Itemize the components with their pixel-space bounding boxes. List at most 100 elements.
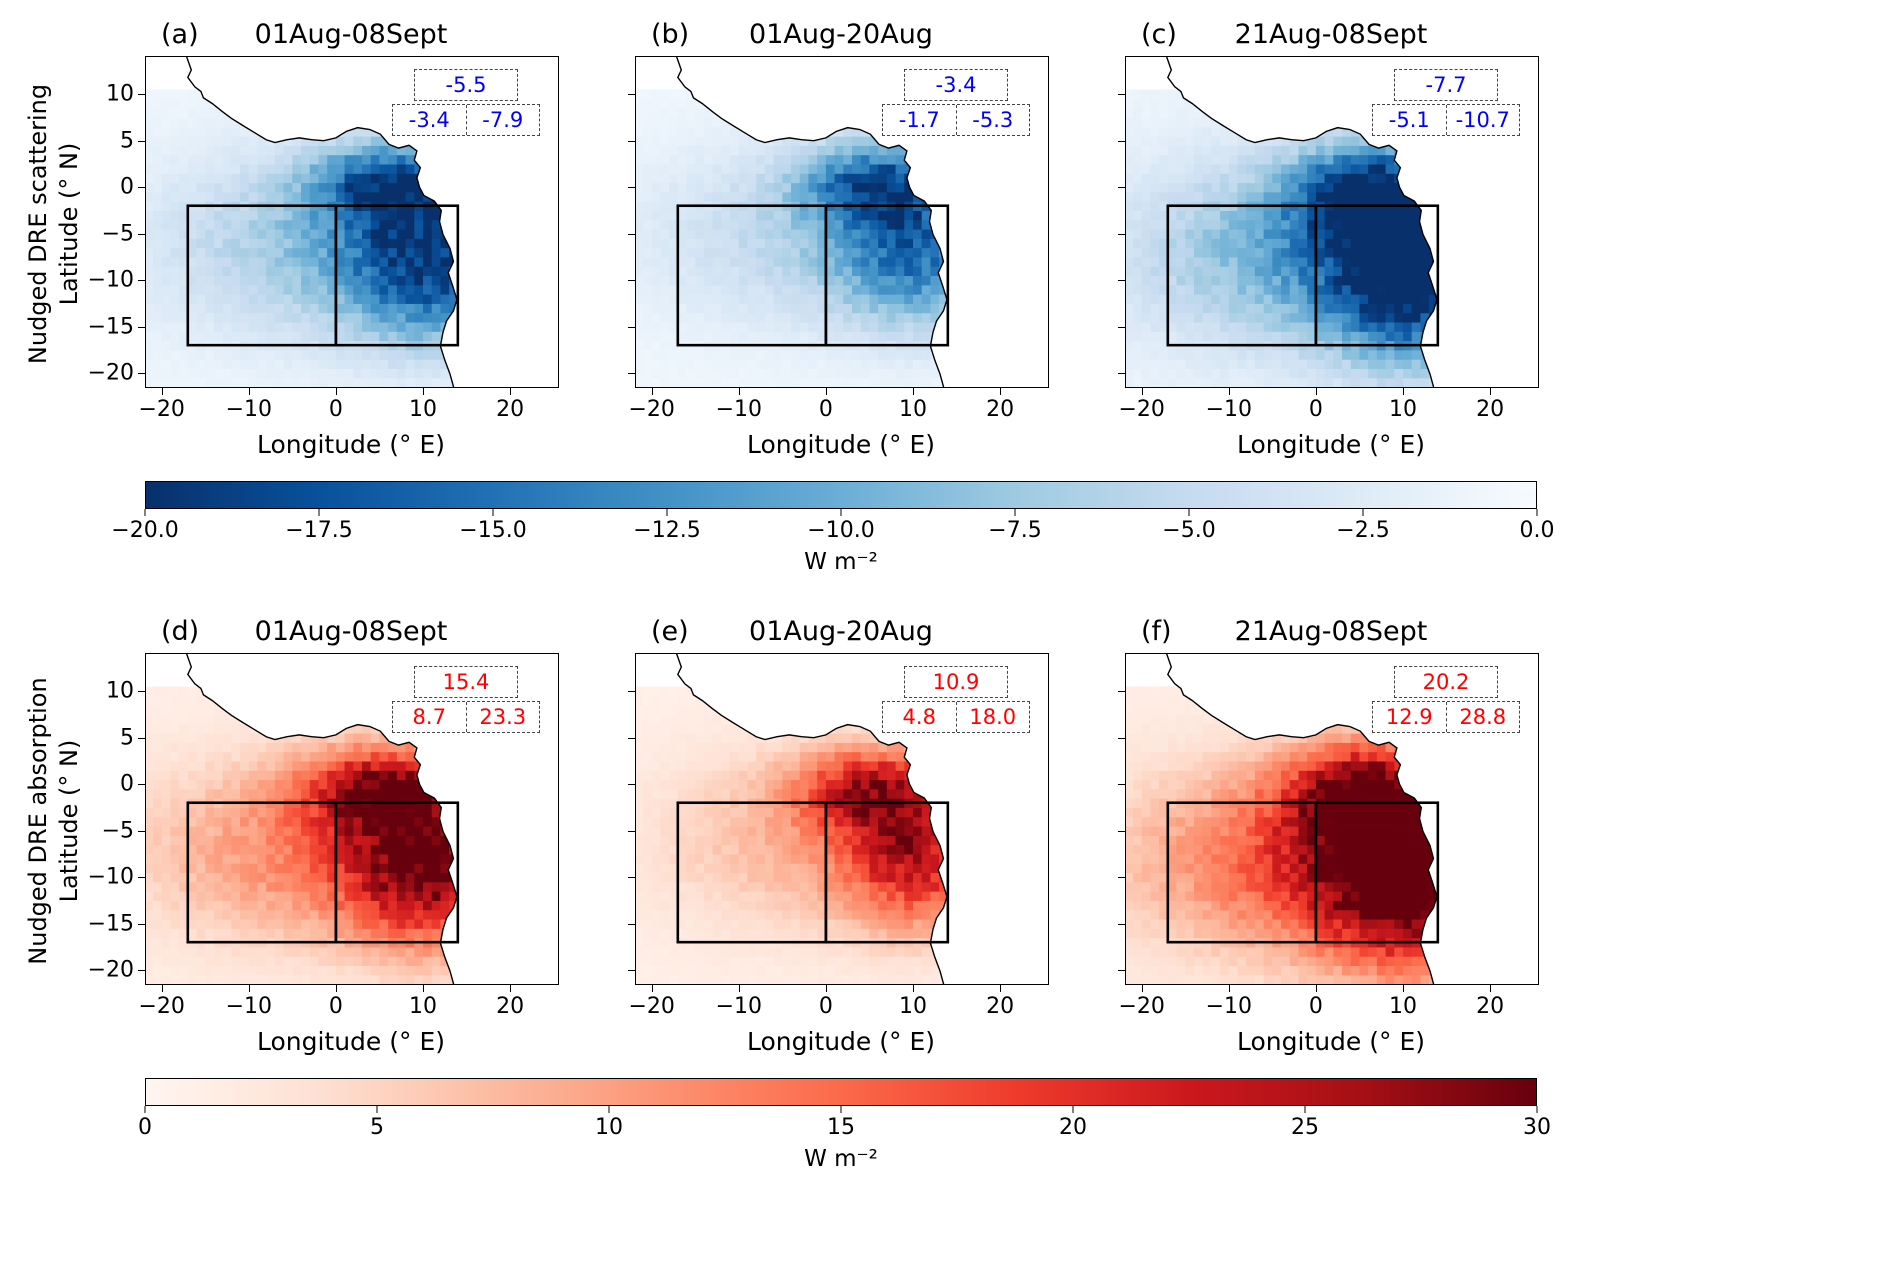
y-tick-mark — [628, 233, 636, 235]
x-tick-mark — [1000, 387, 1002, 395]
y-tick-mark — [1118, 737, 1126, 739]
colorbar-unit-label: W m⁻² — [804, 1146, 878, 1172]
stat-box-mean-all: -3.4 — [904, 69, 1008, 101]
y-tick-mark — [1118, 830, 1126, 832]
x-tick-mark — [912, 387, 914, 395]
panel-letter: (f) — [1141, 616, 1172, 647]
panel-date-range: 21Aug-08Sept — [1234, 19, 1428, 50]
y-tick-mark — [1118, 691, 1126, 693]
x-tick-label: 10 — [898, 397, 927, 422]
y-tick-mark — [628, 280, 636, 282]
x-tick-mark — [161, 387, 163, 395]
stat-mean-east: 18.0 — [969, 705, 1017, 729]
panel-a: (a) 01Aug-08Sept -5.5 -3.4 -7.9 −2 — [88, 12, 559, 459]
x-tick-mark — [510, 387, 512, 395]
map-plot: 10.9 4.8 18.0 −20 −10 0 10 20 — [628, 653, 1049, 1019]
colorbar-tick-mark — [1536, 509, 1538, 516]
y-tick-mark — [628, 187, 636, 189]
x-tick-label: −10 — [715, 994, 762, 1019]
panel-e: (e) 01Aug-20Aug 10.9 4.8 18.0 −20− — [628, 609, 1049, 1056]
x-axis-label: Longitude (° E) — [746, 1027, 936, 1056]
colorbar-tick-mark — [1072, 1106, 1074, 1113]
x-tick-label: −10 — [715, 397, 762, 422]
colorbar-tick-mark — [144, 509, 146, 516]
x-tick-label: −20 — [628, 397, 675, 422]
x-tick-mark — [738, 984, 740, 992]
y-axis-title-line1: Nudged DRE scattering — [23, 83, 52, 365]
x-tick-label: 0 — [818, 397, 833, 422]
stat-box-mean-split: 8.7 23.3 — [392, 701, 540, 733]
x-tick-label: 0 — [1308, 397, 1323, 422]
colorbar-tick-mark — [840, 1106, 842, 1113]
x-tick-label: 20 — [1476, 397, 1505, 422]
y-tick-mark — [138, 233, 146, 235]
colorbar-tick-mark — [608, 1106, 610, 1113]
y-tick-mark — [628, 737, 636, 739]
y-tick-label: −15 — [87, 911, 134, 937]
panels-scattering: (a) 01Aug-08Sept -5.5 -3.4 -7.9 −2 — [88, 12, 1539, 459]
x-tick-label: −20 — [628, 994, 675, 1019]
stat-mean-west: 8.7 — [412, 705, 446, 729]
panel-title: (e) 01Aug-20Aug — [635, 609, 1047, 653]
panel-b: (b) 01Aug-20Aug -3.4 -1.7 -5.3 −20 — [628, 12, 1049, 459]
y-tick-label: −10 — [87, 267, 134, 293]
y-axis-title: Nudged DRE scattering Latitude (° N) — [23, 84, 85, 364]
y-tick-mark — [138, 187, 146, 189]
maps-row-scattering: Nudged DRE scattering Latitude (° N) (a)… — [0, 12, 1892, 459]
panel-letter: (b) — [651, 19, 690, 50]
x-tick-label: −20 — [138, 994, 185, 1019]
stat-divider — [465, 105, 467, 135]
map-plot: -5.5 -3.4 -7.9 −20 −10 0 10 20 10 5 0 −5 −10 −15 −2… — [88, 56, 559, 422]
stat-box-mean-split: -5.1 -10.7 — [1372, 104, 1520, 136]
x-tick-mark — [1490, 387, 1492, 395]
colorbar-tick-label: 25 — [1291, 1115, 1319, 1140]
x-tick-mark — [1402, 387, 1404, 395]
x-tick-label: −10 — [1205, 397, 1252, 422]
x-tick-label: −10 — [225, 397, 272, 422]
colorbar-tick-label: 20 — [1059, 1115, 1087, 1140]
x-tick-mark — [422, 387, 424, 395]
x-tick-mark — [510, 984, 512, 992]
x-tick-mark — [335, 387, 337, 395]
y-tick-mark — [138, 830, 146, 832]
stat-mean-all: 20.2 — [1422, 670, 1470, 694]
stat-divider — [955, 702, 957, 732]
stat-mean-all: -5.5 — [445, 73, 487, 97]
colorbar-tick-mark — [1014, 509, 1016, 516]
y-tick-mark — [1118, 784, 1126, 786]
panel-date-range: 21Aug-08Sept — [1234, 616, 1428, 647]
x-tick-mark — [738, 387, 740, 395]
x-tick-mark — [1141, 984, 1143, 992]
colorbar-tick-mark — [144, 1106, 146, 1113]
x-tick-mark — [1141, 387, 1143, 395]
y-tick-mark — [138, 923, 146, 925]
colorbar-tick-mark — [318, 509, 320, 516]
y-tick-mark — [628, 140, 636, 142]
stat-box-mean-all: 10.9 — [904, 666, 1008, 698]
x-tick-label: −20 — [1118, 397, 1165, 422]
y-tick-mark — [1118, 94, 1126, 96]
y-tick-mark — [1118, 970, 1126, 972]
map-plot: 15.4 8.7 23.3 −20 −10 0 10 20 10 5 0 −5 −10 −15 −20 — [88, 653, 559, 1019]
x-axis-label: Longitude (° E) — [1236, 1027, 1426, 1056]
stat-divider — [955, 105, 957, 135]
x-tick-mark — [161, 984, 163, 992]
map-plot: 20.2 12.9 28.8 −20 −10 0 10 20 — [1118, 653, 1539, 1019]
y-tick-mark — [628, 784, 636, 786]
y-tick-mark — [138, 784, 146, 786]
x-tick-mark — [912, 984, 914, 992]
y-tick-mark — [138, 280, 146, 282]
x-tick-label: 10 — [1388, 397, 1417, 422]
stat-divider — [1445, 702, 1447, 732]
y-tick-label: 10 — [106, 81, 134, 107]
colorbar-tick-label: 0.0 — [1519, 518, 1555, 543]
y-tick-mark — [138, 877, 146, 879]
stat-mean-all: -3.4 — [935, 73, 977, 97]
stat-box-mean-split: -1.7 -5.3 — [882, 104, 1030, 136]
maps-row-absorption: Nudged DRE absorption Latitude (° N) (d)… — [0, 609, 1892, 1056]
y-tick-label: 0 — [120, 771, 134, 797]
x-tick-label: 10 — [408, 994, 437, 1019]
map-plot: -3.4 -1.7 -5.3 −20 −10 0 10 20 — [628, 56, 1049, 422]
panel-date-range: 01Aug-08Sept — [254, 19, 448, 50]
x-tick-label: 20 — [1476, 994, 1505, 1019]
